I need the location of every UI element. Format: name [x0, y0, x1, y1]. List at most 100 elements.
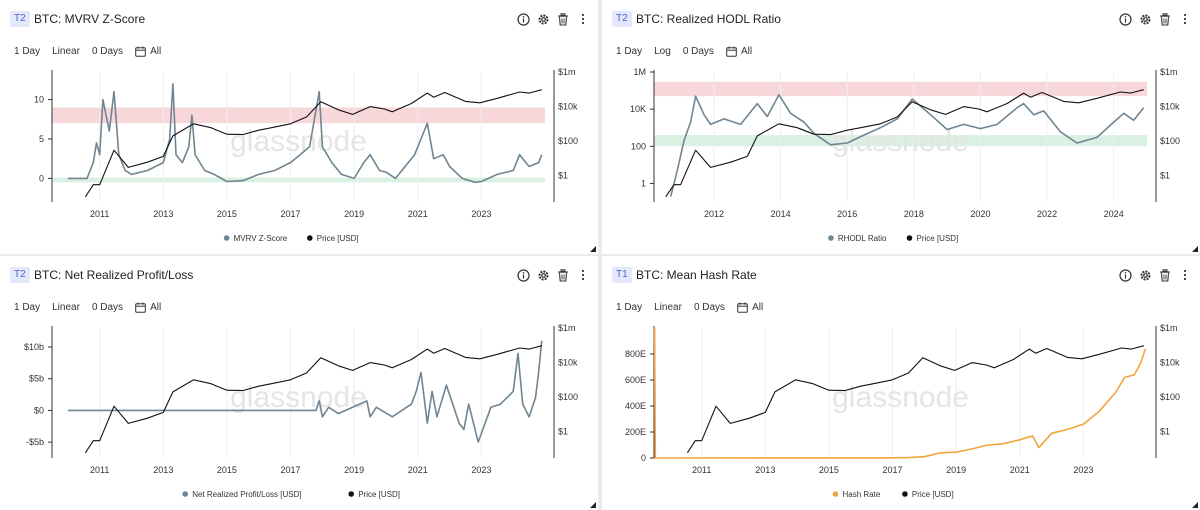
scale-select[interactable]: Linear — [52, 301, 80, 313]
tier-badge: T2 — [10, 267, 30, 283]
range-select[interactable]: All — [129, 300, 167, 315]
left-tick-label: 800E — [625, 349, 646, 359]
panel-actions — [1118, 11, 1192, 27]
threshold-band-0 — [654, 81, 1147, 97]
x-tick-label: 2019 — [946, 465, 966, 475]
series-line-0 — [653, 327, 1147, 459]
right-tick-label: $10k — [1160, 358, 1180, 368]
resolution-select[interactable]: 1 Day — [14, 301, 41, 313]
scale-select[interactable]: Log — [654, 45, 671, 57]
legend-swatch — [828, 235, 834, 241]
chart-svg[interactable]: glassnode $10b $5b $0 -$5b $1m $10k $100 $1 2011 2… — [0, 318, 598, 510]
info-icon[interactable] — [1118, 12, 1132, 26]
right-tick-label: $1 — [558, 171, 568, 181]
info-icon[interactable] — [1118, 268, 1132, 282]
panel-title: BTC: Net Realized Profit/Loss — [34, 268, 194, 282]
trash-icon[interactable] — [556, 268, 570, 282]
watermark: glassnode — [230, 125, 367, 158]
legend-label: RHODL Ratio — [838, 234, 887, 243]
chart-svg[interactable]: glassnode 800E 600E 400E 200E 0 $1m $10k $100 $1 2… — [602, 318, 1200, 510]
trash-icon[interactable] — [1158, 268, 1172, 282]
resize-handle[interactable] — [1192, 502, 1198, 508]
x-tick-label: 2013 — [153, 465, 173, 475]
legend-swatch — [223, 235, 230, 241]
more-menu-icon[interactable] — [1178, 268, 1192, 282]
left-tick-label: $5b — [29, 374, 44, 384]
chart-svg[interactable]: glassnode 10 5 0 $1m $10k $100 $1 2011 2013 2015 20… — [0, 62, 598, 254]
resolution-select[interactable]: 1 Day — [616, 301, 643, 313]
trash-icon[interactable] — [1158, 12, 1172, 26]
x-tick-label: 2012 — [704, 209, 724, 219]
panel-header: T2 BTC: Realized HODL Ratio — [602, 0, 1200, 38]
right-tick-label: $100 — [558, 392, 578, 402]
right-tick-label: $10k — [1160, 102, 1180, 112]
right-tick-label: $1m — [1160, 67, 1178, 77]
more-menu-icon[interactable] — [576, 268, 590, 282]
left-tick-label: $10b — [24, 342, 44, 352]
range-select[interactable]: All — [129, 44, 167, 59]
x-tick-label: 2021 — [408, 209, 428, 219]
legend-swatch — [832, 491, 839, 497]
resize-handle[interactable] — [1192, 246, 1198, 252]
right-tick-label: $1m — [558, 67, 576, 77]
panel-title: BTC: Mean Hash Rate — [636, 268, 757, 282]
left-tick-label: $0 — [34, 405, 44, 415]
legend-label: MVRV Z-Score — [234, 234, 288, 243]
x-tick-label: 2017 — [883, 465, 903, 475]
x-tick-label: 2021 — [1010, 465, 1030, 475]
x-tick-label: 2016 — [837, 209, 857, 219]
resolution-select[interactable]: 1 Day — [616, 45, 643, 57]
resolution-select[interactable]: 1 Day — [14, 45, 41, 57]
legend-label: Price [USD] — [917, 234, 959, 243]
tier-badge: T2 — [10, 11, 30, 27]
series-line-1 — [84, 345, 542, 454]
gear-icon[interactable] — [536, 268, 550, 282]
sma-select[interactable]: 0 Days — [91, 45, 124, 57]
chart-panel-nrpl: T2 BTC: Net Realized Profit/Loss 1 Day L… — [0, 256, 598, 510]
resize-handle[interactable] — [590, 246, 596, 252]
range-select[interactable]: All — [731, 300, 769, 315]
right-tick-label: $10k — [558, 358, 578, 368]
range-label: All — [150, 45, 162, 57]
legend-label: Net Realized Profit/Loss [USD] — [192, 490, 301, 499]
range-select[interactable]: All — [720, 44, 758, 59]
legend-label: Hash Rate — [843, 490, 881, 499]
gear-icon[interactable] — [536, 12, 550, 26]
threshold-band-1 — [654, 135, 1147, 147]
panel-actions — [516, 267, 590, 283]
info-icon[interactable] — [516, 268, 530, 282]
left-tick-label: 10K — [630, 104, 646, 114]
range-label: All — [740, 45, 753, 57]
x-tick-label: 2023 — [471, 465, 491, 475]
x-tick-label: 2011 — [90, 465, 109, 475]
x-tick-label: 2014 — [771, 209, 791, 219]
x-tick-label: 2015 — [217, 209, 237, 219]
legend-swatch — [902, 491, 908, 497]
right-tick-label: $1 — [558, 427, 568, 437]
chart-controls: 1 Day Linear 0 Days All — [8, 298, 167, 316]
x-tick-label: 2022 — [1037, 209, 1057, 219]
sma-select[interactable]: 0 Days — [91, 301, 124, 313]
panel-header: T1 BTC: Mean Hash Rate — [602, 256, 1200, 294]
gear-icon[interactable] — [1138, 268, 1152, 282]
trash-icon[interactable] — [556, 12, 570, 26]
resize-handle[interactable] — [590, 502, 596, 508]
tier-badge: T2 — [612, 11, 632, 27]
x-tick-label: 2019 — [344, 209, 364, 219]
more-menu-icon[interactable] — [1178, 12, 1192, 26]
scale-select[interactable]: Linear — [654, 301, 682, 313]
more-menu-icon[interactable] — [576, 12, 590, 26]
legend-swatch — [348, 491, 355, 497]
watermark: glassnode — [230, 381, 367, 414]
chart-svg[interactable]: glassnode 1M 10K 100 1 $1m $10k $100 $1 2012 2014 2… — [602, 62, 1200, 254]
x-tick-label: 2021 — [408, 465, 428, 475]
sma-select[interactable]: 0 Days — [693, 301, 726, 313]
x-tick-label: 2023 — [1073, 465, 1093, 475]
info-icon[interactable] — [516, 12, 530, 26]
legend-label: Price [USD] — [358, 490, 400, 499]
x-tick-label: 2011 — [692, 465, 711, 475]
range-label: All — [752, 301, 764, 313]
sma-select[interactable]: 0 Days — [682, 45, 714, 57]
gear-icon[interactable] — [1138, 12, 1152, 26]
scale-select[interactable]: Linear — [52, 45, 80, 57]
